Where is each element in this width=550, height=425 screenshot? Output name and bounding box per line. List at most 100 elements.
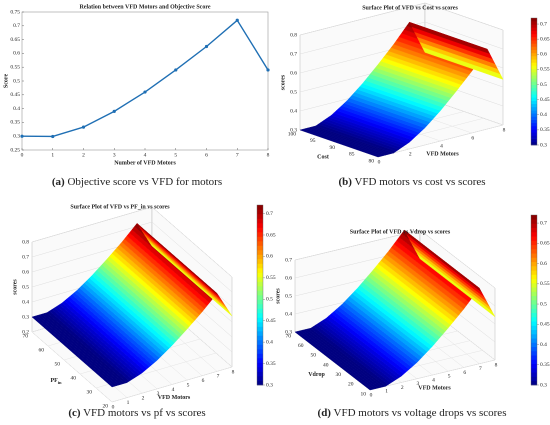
- colorbar-cell: [531, 380, 537, 386]
- colorbar-cell: [257, 232, 263, 237]
- colorbar-cell: [257, 380, 263, 386]
- colorbar-cell: [531, 62, 537, 66]
- colorbar-cell: [531, 56, 537, 60]
- colorbar-cell: [531, 359, 537, 365]
- colorbar-tick-label: 0.3: [266, 382, 273, 388]
- data-point: [81, 125, 86, 129]
- y-axis-label-main: Vdrop: [308, 372, 325, 378]
- colorbar-cell: [531, 372, 537, 377]
- x-grid-line: [31, 331, 113, 403]
- y-tick-label: 0.45: [10, 92, 20, 98]
- colorbar-tick-label: 0.65: [266, 232, 276, 238]
- y-axis-label-main: Cost: [317, 155, 329, 161]
- surface-strip: [417, 253, 496, 317]
- colorbar-tick-label: 0.7: [266, 211, 273, 217]
- y-tick-label: 50: [55, 361, 61, 367]
- colorbar-cell: [531, 94, 537, 98]
- colorbar-tick-label: 0.5: [540, 82, 547, 88]
- x-axis-label: Number of VFD Motors: [114, 160, 176, 166]
- colorbar-cell: [257, 227, 263, 233]
- y-tick-label: 0.6: [13, 51, 20, 57]
- x-tick-label: 1: [127, 400, 130, 406]
- colorbar-cell: [531, 308, 537, 314]
- colorbar-cell: [257, 254, 263, 260]
- colorbar-cell: [531, 342, 537, 348]
- colorbar-cell: [531, 266, 537, 271]
- y-tick-label: 0.7: [13, 23, 20, 29]
- colorbar-cell: [257, 218, 263, 224]
- colorbar-tick-label: 0.3: [540, 142, 547, 148]
- y-tick-label: 100: [288, 131, 297, 137]
- x-tick-label: 1: [385, 389, 388, 395]
- y-tick-label: 0.75: [10, 9, 20, 15]
- y-axis-label-sub: in: [58, 380, 62, 385]
- colorbar-cell: [531, 68, 537, 73]
- x-axis-label: VFD Motors: [158, 395, 191, 401]
- colorbar-tick-label: 0.35: [266, 361, 276, 367]
- colorbar-tick-label: 0.5: [540, 301, 547, 307]
- y-tick-label: 60: [298, 343, 304, 349]
- caption-label: (d): [318, 407, 332, 419]
- caption-text: VFD motors vs cost vs scores: [352, 176, 486, 188]
- colorbar-cell: [531, 368, 537, 373]
- colorbar-cell: [531, 129, 537, 133]
- y-tick-label: 80: [369, 158, 375, 164]
- colorbar-cell: [531, 253, 537, 258]
- y-axis-label: Cost: [317, 155, 329, 161]
- colorbar-tick-label: 0.4: [266, 339, 273, 345]
- colorbar-cell: [531, 141, 537, 146]
- x-tick-label: 6: [202, 378, 205, 384]
- colorbar-tick-label: 0.6: [540, 261, 547, 267]
- x-axis-label: VFD Motors: [426, 151, 459, 157]
- caption: (a) Objective score vs VFD for motors: [52, 176, 222, 188]
- y-grid-line: [369, 359, 496, 391]
- caption-text: Objective score vs VFD for motors: [65, 176, 222, 188]
- x-tick-label: 3: [157, 391, 160, 397]
- colorbar-tick-label: 0.55: [540, 67, 550, 73]
- z-tick-label: 0.2: [22, 329, 29, 335]
- colorbar-cell: [257, 281, 263, 287]
- colorbar-cell: [257, 322, 263, 327]
- colorbar-frame: [256, 204, 264, 386]
- data-point: [235, 18, 239, 22]
- z-tick-label: 0.3: [285, 329, 292, 335]
- colorbar-cell: [257, 209, 263, 215]
- y-grid-line: [111, 366, 233, 403]
- x-tick-label: 4: [432, 377, 435, 383]
- x-tick-label: 5: [448, 374, 451, 380]
- y-axis-label-main: PF: [50, 378, 58, 384]
- colorbar-cell: [531, 49, 537, 54]
- y-tick-label: 10: [361, 391, 367, 397]
- surface-strip: [421, 47, 504, 80]
- colorbar-cell: [531, 312, 537, 318]
- x-tick-label: 7: [479, 366, 482, 372]
- colorbar-cell: [531, 24, 537, 28]
- colorbar-cell: [531, 227, 537, 233]
- colorbar-cell: [531, 291, 537, 297]
- data-point: [20, 134, 24, 138]
- y-tick-label: 0.3: [13, 133, 20, 139]
- y-tick-label: 70: [286, 333, 292, 339]
- x-tick-label: 1: [51, 152, 54, 158]
- colorbar-cell: [531, 249, 537, 254]
- data-point: [204, 44, 209, 49]
- z-axis-label: scores: [12, 279, 18, 295]
- y-tick-label: 40: [323, 362, 329, 368]
- colorbar-tick-label: 0.65: [540, 36, 550, 42]
- y-tick-label: 50: [311, 353, 317, 359]
- x-tick-label: 6: [205, 152, 208, 158]
- colorbar-cell: [531, 317, 537, 322]
- colorbar-cell: [531, 40, 537, 44]
- y-tick-label: 0.4: [13, 106, 20, 112]
- colorbar-cell: [257, 290, 263, 296]
- colorbar-tick-label: 0.4: [540, 342, 547, 348]
- colorbar-cell: [531, 18, 537, 22]
- colorbar-cell: [531, 376, 537, 382]
- caption-text: VFD motors vs pf vs scores: [81, 407, 206, 419]
- colorbar-cell: [531, 27, 537, 31]
- z-tick-label: 0.5: [22, 284, 29, 290]
- colorbar-cell: [257, 286, 263, 291]
- colorbar-cell: [257, 331, 263, 336]
- x-axis-label: VFD Motors: [418, 385, 451, 391]
